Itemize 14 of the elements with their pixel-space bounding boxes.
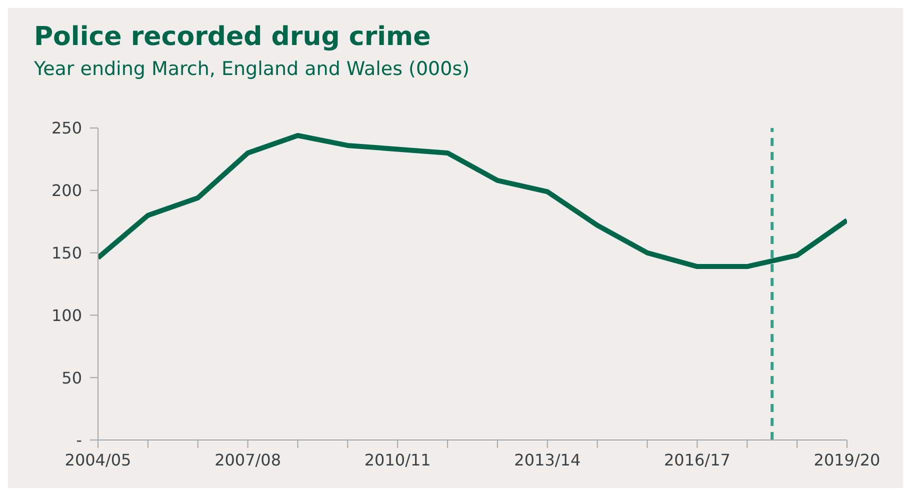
x-tick-label: 2010/11 <box>364 450 431 470</box>
x-tick-label: 2013/14 <box>514 450 581 470</box>
chart-title: Police recorded drug crime <box>34 22 431 52</box>
x-tick-label: 2007/08 <box>214 450 282 470</box>
y-tick-label: 50 <box>62 368 82 388</box>
chart-subtitle: Year ending March, England and Wales (000s) <box>34 58 470 80</box>
y-tick-label: 250 <box>51 118 82 138</box>
x-tick-label: 2004/05 <box>64 450 132 470</box>
x-tick-label: 2019/20 <box>814 450 880 470</box>
y-tick-label: - <box>76 430 82 450</box>
x-tick-label: 2016/17 <box>664 450 730 470</box>
y-tick-label: 100 <box>51 306 82 325</box>
y-tick-label: 150 <box>51 243 82 262</box>
y-tick-label: 200 <box>51 181 82 200</box>
